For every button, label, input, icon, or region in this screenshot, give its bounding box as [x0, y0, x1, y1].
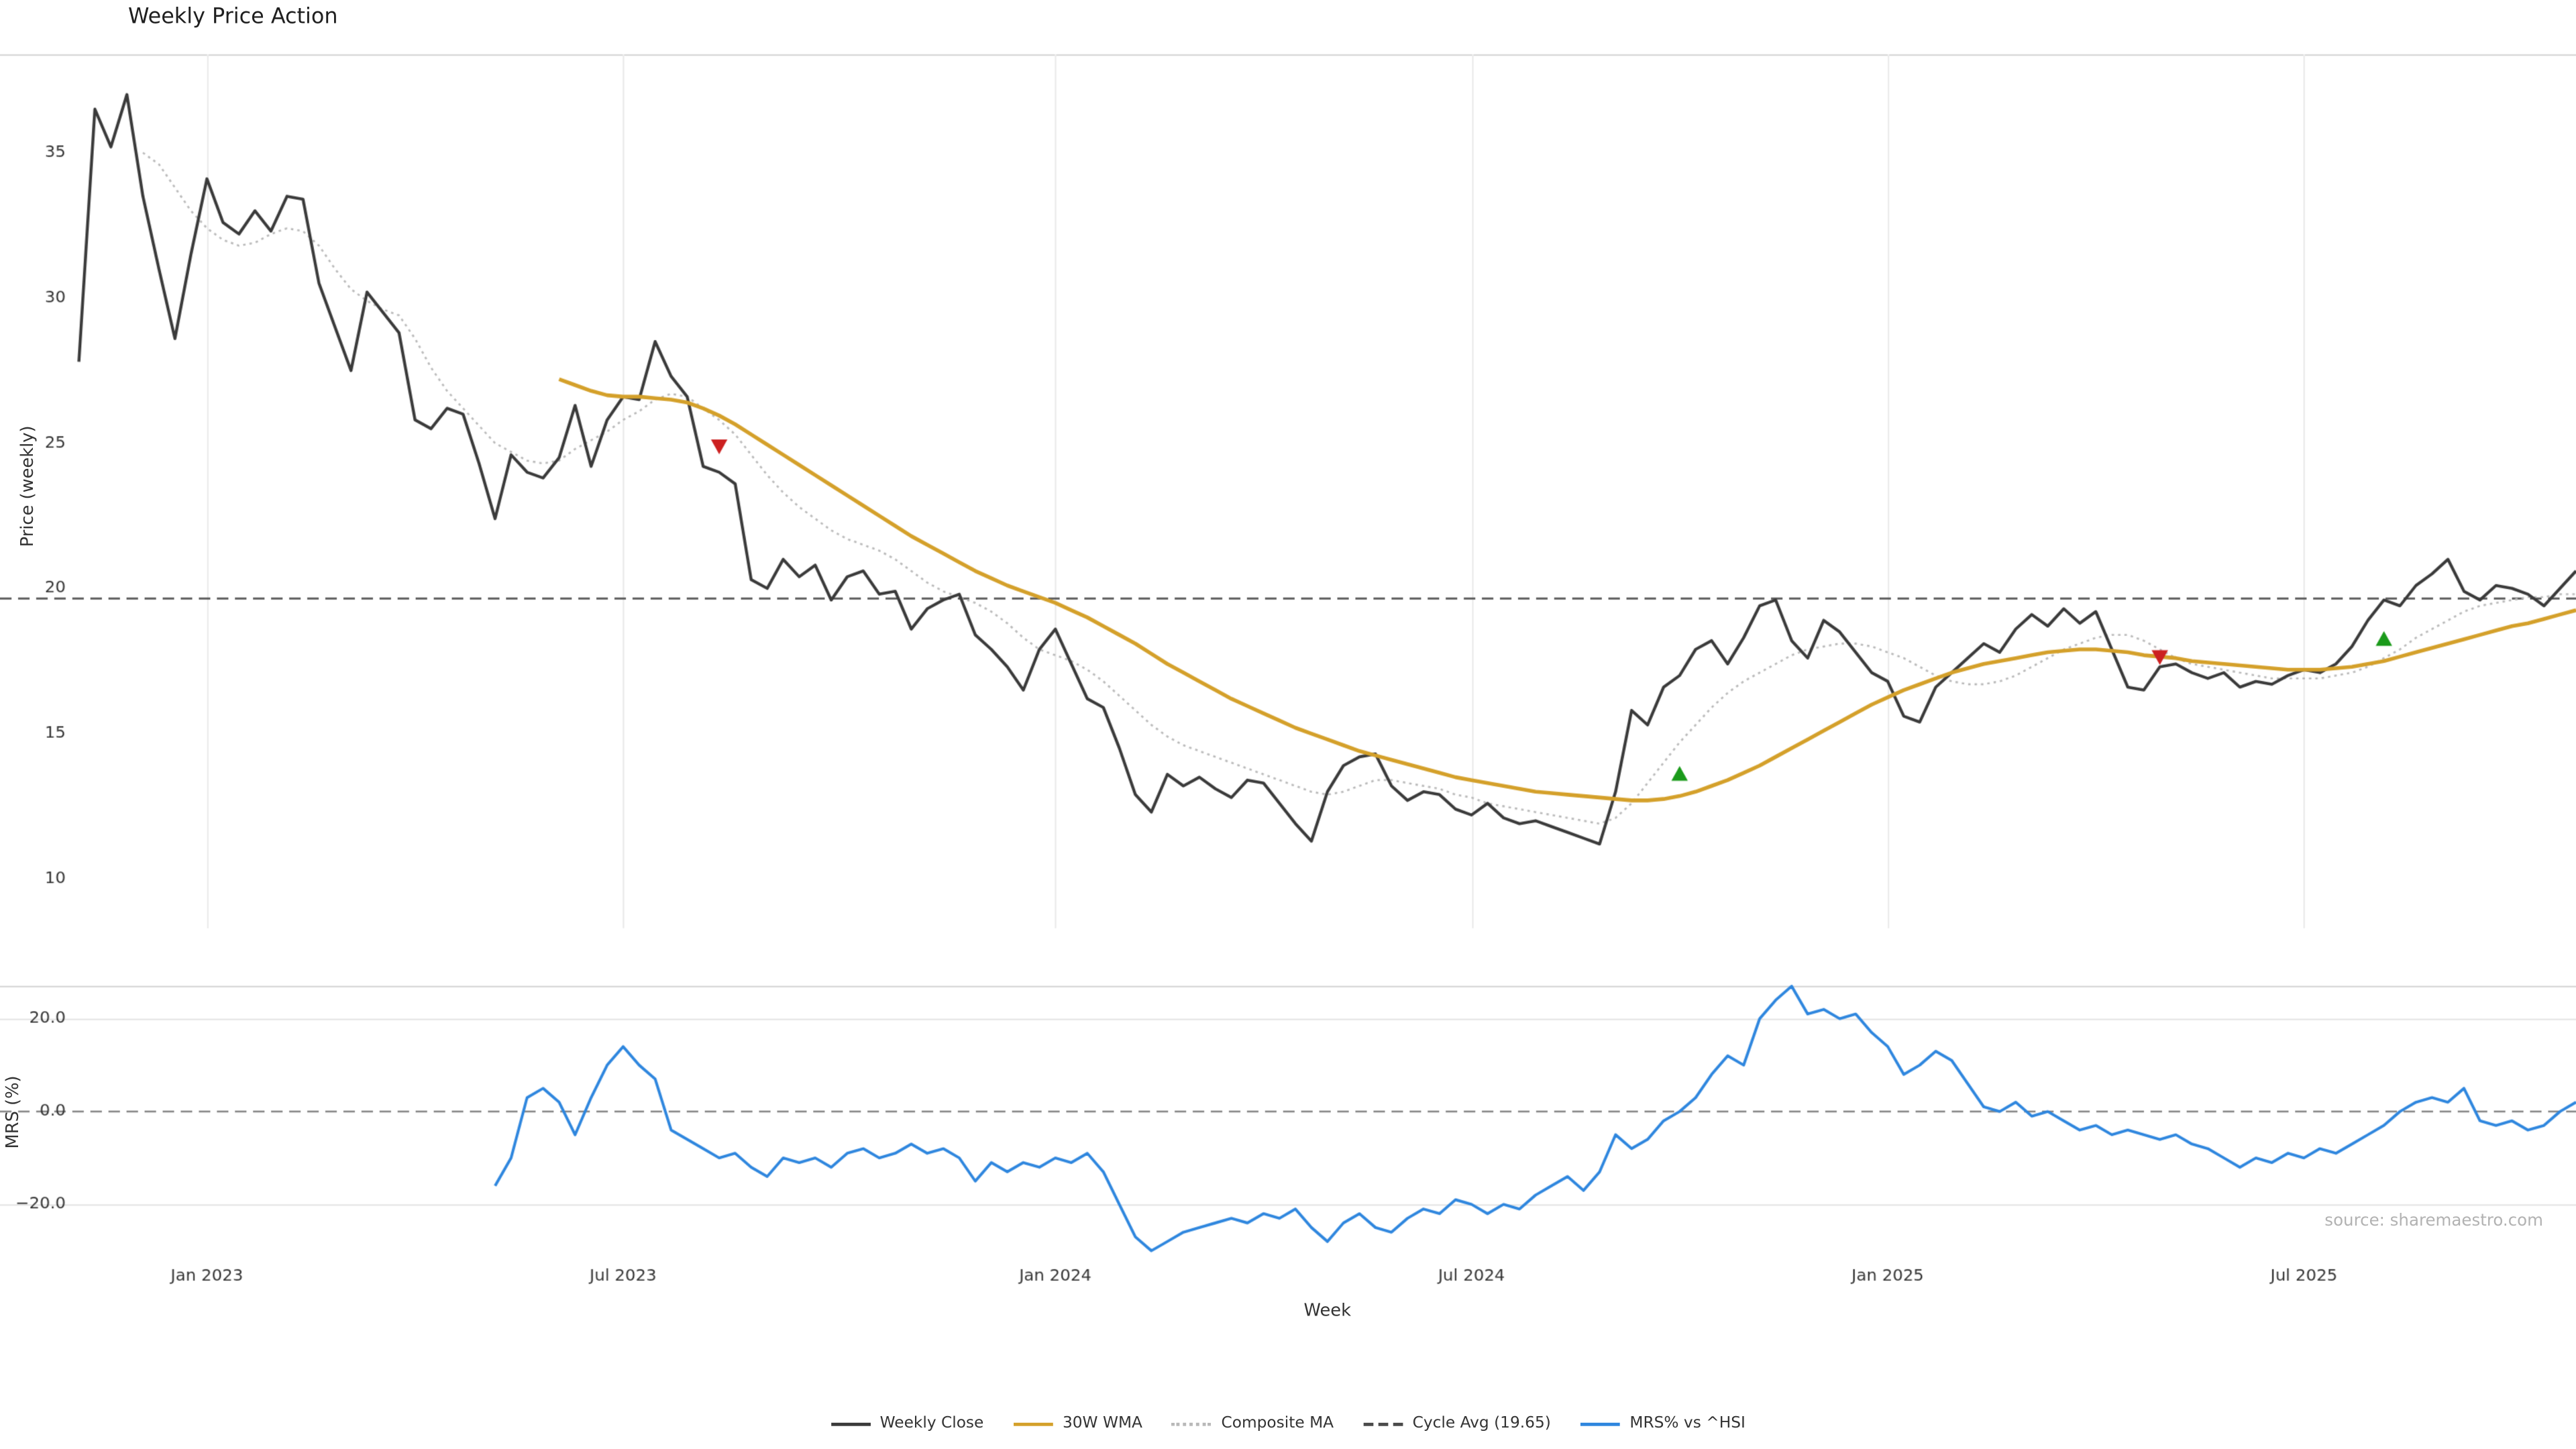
legend-swatch-dashed: [1363, 1421, 1403, 1426]
legend-label: Cycle Avg (19.65): [1412, 1414, 1551, 1433]
legend-label: Composite MA: [1221, 1414, 1334, 1433]
legend-item: Cycle Avg (19.65): [1363, 1415, 1551, 1433]
source-attribution: source: sharemaestro.com: [2324, 1212, 2544, 1231]
x-axis-label: Week: [1303, 1301, 1352, 1321]
legend-label: 30W WMA: [1062, 1414, 1142, 1433]
price-axis-label: Price (weekly): [17, 425, 38, 547]
legend-item: Composite MA: [1172, 1415, 1334, 1433]
legend-item: MRS% vs ^HSI: [1580, 1415, 1746, 1433]
chart-title: Weekly Price Action: [128, 5, 338, 30]
legend: Weekly Close 30W WMA Composite MA Cycle Avg…: [0, 1415, 2576, 1433]
mrs-axis-label: MRS (%): [3, 1075, 23, 1149]
legend-swatch-dotted: [1172, 1421, 1212, 1426]
legend-item: 30W WMA: [1013, 1415, 1142, 1433]
legend-swatch-solid: [1013, 1421, 1053, 1426]
legend-label: MRS% vs ^HSI: [1629, 1414, 1746, 1433]
legend-item: Weekly Close: [830, 1415, 983, 1433]
legend-label: Weekly Close: [879, 1414, 984, 1433]
legend-swatch-solid: [1580, 1421, 1620, 1426]
legend-swatch-solid: [830, 1421, 870, 1426]
